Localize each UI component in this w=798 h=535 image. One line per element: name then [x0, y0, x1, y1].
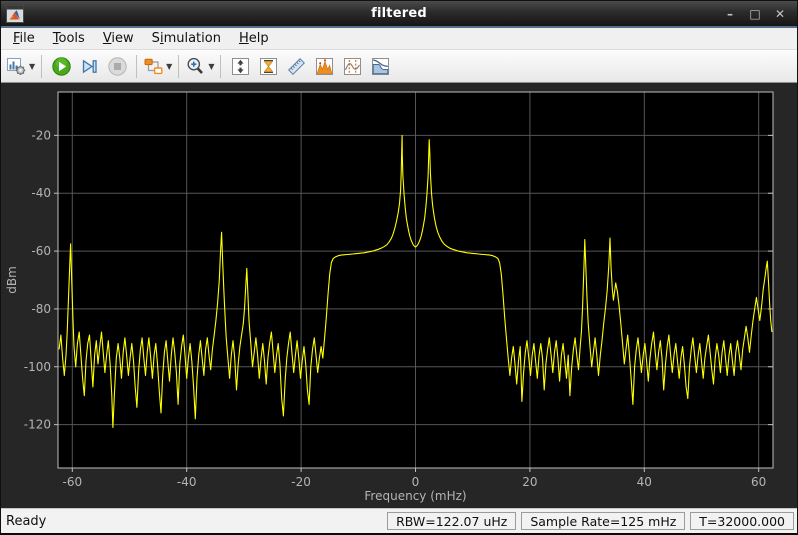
menu-file[interactable]: File	[13, 31, 35, 46]
minimize-button[interactable]: –	[727, 6, 733, 21]
status-panel-time: T=32000.000	[690, 512, 794, 530]
title-bar: filtered – □ ✕	[1, 1, 797, 28]
spectrum-trace	[58, 134, 773, 429]
matlab-window-icon	[6, 4, 24, 23]
menu-simulation[interactable]: Simulation	[151, 31, 221, 46]
simulation-step-options-button[interactable]: ▼	[142, 53, 173, 79]
y-tick-label: -100	[24, 360, 51, 374]
maximize-button[interactable]: □	[749, 6, 761, 21]
measurements-button[interactable]	[282, 53, 310, 79]
window-title: filtered	[371, 6, 427, 21]
stop-button	[103, 53, 131, 79]
toolbar-separator	[220, 54, 222, 78]
menu-bar: File Tools View Simulation Help	[1, 28, 797, 50]
zoom-in-button[interactable]: ▼	[184, 53, 215, 79]
x-axis-label: Frequency (mHz)	[364, 489, 466, 503]
dropdown-caret-icon[interactable]: ▼	[166, 61, 173, 71]
status-bar: Ready RBW=122.07 uHz Sample Rate=125 mHz…	[1, 508, 797, 533]
toolbar-separator	[178, 54, 180, 78]
peak-finder-icon	[315, 57, 333, 75]
spectral-mask-icon	[371, 57, 389, 75]
x-tick-label: 60	[751, 475, 766, 489]
peak-finder-button[interactable]	[310, 53, 338, 79]
y-tick-label: -80	[31, 302, 51, 316]
spectrum-settings-button[interactable]: ▼	[5, 53, 36, 79]
stop-icon	[107, 56, 127, 76]
y-tick-label: -20	[31, 128, 51, 142]
status-panel-sample-rate: Sample Rate=125 mHz	[521, 512, 686, 530]
span-x-icon	[259, 57, 277, 75]
status-panels: RBW=122.07 uHz Sample Rate=125 mHz T=320…	[387, 512, 795, 530]
menu-help[interactable]: Help	[238, 31, 269, 46]
status-ready-text: Ready	[6, 513, 47, 529]
x-tick-label: 20	[522, 475, 537, 489]
figure-area: -60 -40 -20 0 20 40 60 -20 -40 -60 -80 -100 -120 Freq…	[1, 83, 797, 508]
plot-canvas[interactable]: -60 -40 -20 0 20 40 60 -20 -40 -60 -80 -100 -120 Freq…	[1, 83, 797, 512]
scope-settings-icon	[7, 57, 26, 75]
x-tick-label: 0	[412, 475, 420, 489]
zoom-in-icon	[187, 57, 204, 74]
toolbar: ▼ ▼ ▼	[1, 50, 797, 83]
simulink-step-options-icon	[144, 58, 163, 74]
step-forward-button[interactable]	[75, 53, 103, 79]
ruler-icon	[287, 57, 305, 75]
dropdown-caret-icon[interactable]: ▼	[29, 61, 36, 71]
dropdown-caret-icon[interactable]: ▼	[208, 61, 215, 71]
menu-view[interactable]: View	[102, 31, 134, 46]
x-tick-label: -60	[62, 475, 82, 489]
y-tick-label: -120	[24, 418, 51, 432]
y-axis-label: dBm	[5, 266, 19, 294]
y-tick-label: -60	[31, 244, 51, 258]
run-button[interactable]	[47, 53, 75, 79]
span-x-button[interactable]	[254, 53, 282, 79]
cursor-measurements-icon	[343, 57, 361, 75]
window-controls: – □ ✕	[723, 7, 797, 21]
menu-tools[interactable]: Tools	[52, 31, 85, 46]
step-forward-icon	[82, 59, 97, 73]
x-tick-label: -20	[291, 475, 311, 489]
run-icon	[51, 56, 71, 76]
cursor-measurements-button[interactable]	[338, 53, 366, 79]
close-button[interactable]: ✕	[774, 6, 786, 21]
autoscale-y-icon	[231, 57, 249, 75]
toolbar-separator	[136, 54, 138, 78]
status-panel-rbw: RBW=122.07 uHz	[387, 512, 517, 530]
x-tick-label: 40	[637, 475, 652, 489]
autoscale-y-button[interactable]	[226, 53, 254, 79]
spectral-mask-button[interactable]	[366, 53, 394, 79]
y-tick-label: -40	[31, 186, 51, 200]
toolbar-separator	[41, 54, 43, 78]
x-tick-label: -40	[177, 475, 197, 489]
